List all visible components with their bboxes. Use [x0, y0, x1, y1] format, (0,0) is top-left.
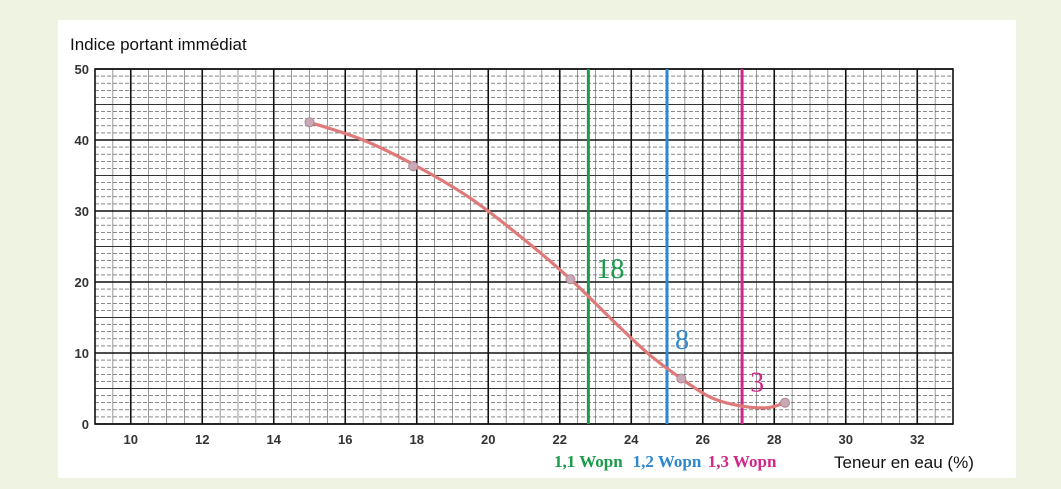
y-tick-label: 0: [82, 417, 89, 432]
vline-label-1: 1,1 Wopn: [554, 452, 623, 471]
x-tick-label: 28: [767, 432, 781, 447]
x-tick-label: 14: [267, 432, 282, 447]
x-tick-label: 18: [410, 432, 424, 447]
y-tick-label: 20: [75, 275, 89, 290]
x-tick-label: 12: [195, 432, 209, 447]
y-tick-label: 30: [75, 204, 89, 219]
data-point-1: [305, 118, 314, 127]
chart: 10 12 14 16 18 20 22 24 26 28 30 32 0 10 20 30 40 50 18 1,…: [58, 20, 1016, 478]
data-point-3: [566, 275, 575, 284]
x-tick-label: 20: [481, 432, 495, 447]
x-tick-label: 10: [124, 432, 138, 447]
y-tick-label: 50: [75, 62, 89, 77]
x-axis-label: Teneur en eau (%): [834, 453, 974, 472]
x-tick-label: 30: [839, 432, 853, 447]
chart-frame: 10 12 14 16 18 20 22 24 26 28 30 32 0 10 20 30 40 50 18 1,…: [58, 20, 1016, 478]
x-tick-label: 16: [338, 432, 352, 447]
data-point-2: [409, 162, 418, 171]
x-tick-label: 24: [624, 432, 639, 447]
vline-label-3: 1,3 Wopn: [708, 452, 777, 471]
x-tick-label: 32: [910, 432, 924, 447]
data-point-4: [677, 374, 686, 383]
y-tick-label: 10: [75, 346, 89, 361]
y-tick-label: 40: [75, 133, 89, 148]
vline-annotation-3: 3: [750, 368, 764, 399]
data-point-5: [780, 398, 789, 407]
vline-annotation-2: 8: [675, 325, 689, 356]
x-tick-label: 22: [553, 432, 567, 447]
x-tick-label: 26: [696, 432, 710, 447]
vline-annotation-1: 18: [596, 254, 624, 285]
vline-label-2: 1,2 Wopn: [633, 452, 702, 471]
y-axis-label: Indice portant immédiat: [70, 35, 247, 54]
